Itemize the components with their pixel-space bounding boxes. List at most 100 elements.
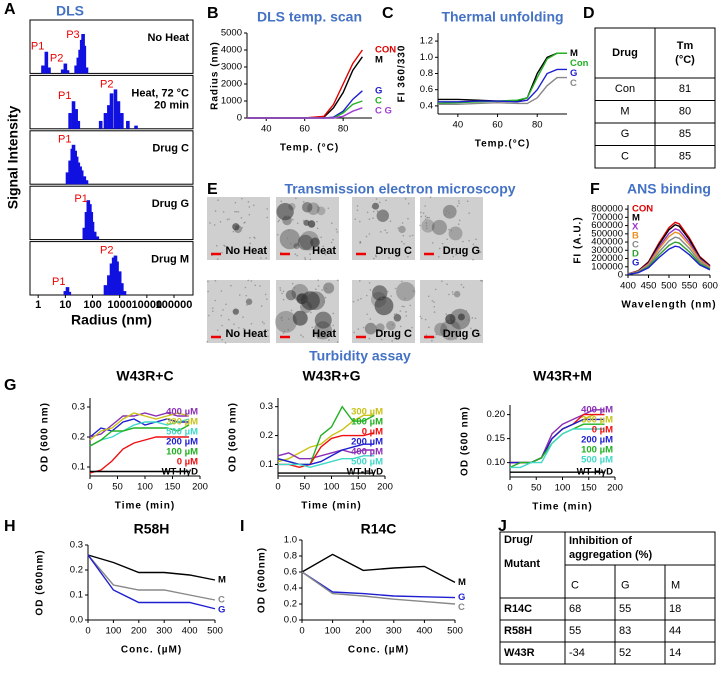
tem-speckle	[356, 205, 359, 207]
x-tick-label: 500	[661, 281, 677, 292]
y-tick-label: 100000	[591, 261, 623, 272]
tem-speckle	[401, 222, 404, 224]
series-label: C	[570, 78, 577, 89]
bar	[65, 70, 70, 74]
tem-speckle	[372, 210, 375, 213]
tem-speckle	[282, 290, 285, 293]
bar	[111, 257, 116, 295]
section-title: Turbidity assay	[309, 348, 411, 364]
tem-speckle	[403, 243, 405, 245]
x-tick-label: 80	[532, 120, 543, 131]
bar	[60, 69, 65, 74]
tem-speckle	[459, 338, 462, 340]
x-tick-label: 50	[112, 482, 123, 493]
tem-speckle	[265, 257, 267, 259]
tem-speckle	[405, 315, 408, 317]
tem-speckle	[281, 319, 283, 321]
y-tick-label: 2000	[221, 79, 242, 90]
chart-title: ANS binding	[627, 181, 711, 197]
tem-aggregate	[285, 289, 297, 301]
peak-label: P2	[50, 52, 63, 64]
bar	[74, 109, 78, 129]
tem-speckle	[393, 337, 396, 340]
tem-speckle	[375, 255, 377, 258]
tem-speckle	[280, 317, 282, 319]
series-line	[87, 554, 216, 601]
series-label: WT-HγD	[162, 467, 199, 478]
tem-speckle	[289, 242, 292, 245]
bar	[126, 120, 130, 129]
y-tick-label: 1000	[221, 96, 242, 107]
tem-speckle	[315, 288, 317, 291]
tem-aggregate	[393, 313, 402, 322]
tem-speckle	[234, 201, 237, 204]
tem-speckle	[391, 323, 394, 326]
x-tick-label: 200	[131, 626, 147, 637]
tem-speckle	[405, 311, 407, 313]
tem-speckle	[310, 311, 312, 314]
subplot-frame	[29, 130, 194, 185]
tem-speckle	[303, 242, 306, 245]
tem-speckle	[420, 211, 422, 214]
tem-speckle	[368, 282, 371, 284]
tem-speckle	[240, 217, 243, 219]
tem-speckle	[357, 328, 360, 330]
y-tick-label: 0.3	[260, 401, 273, 412]
x-axis-label: Radius (nm)	[71, 312, 152, 328]
series-line	[301, 571, 456, 599]
series-label: M	[632, 213, 640, 224]
tem-speckle	[245, 294, 248, 297]
series-label: C	[632, 240, 639, 251]
tem-speckle	[449, 330, 451, 333]
tem-speckle	[326, 329, 328, 332]
peak-label: P1	[52, 276, 65, 288]
tem-speckle	[424, 318, 427, 321]
tem-aggregate	[292, 310, 308, 326]
bar	[120, 283, 124, 295]
tem-speckle	[215, 244, 218, 247]
section-title: Transmission electron microscopy	[284, 181, 515, 197]
series-label: 400 µM	[581, 404, 613, 415]
tem-speckle	[323, 301, 325, 303]
tem-speckle	[422, 212, 425, 214]
tem-speckle	[286, 237, 289, 240]
tem-speckle	[230, 284, 232, 287]
bar	[71, 101, 76, 129]
tem-speckle	[241, 197, 243, 200]
x-tick-label: 600	[702, 281, 718, 292]
tem-speckle	[420, 317, 423, 320]
tem-aggregate	[291, 284, 309, 302]
tem-speckle	[471, 317, 474, 319]
tem-speckle	[412, 290, 415, 292]
table-header: aggregation (%)	[569, 549, 652, 561]
tem-aggregate	[323, 282, 335, 294]
tem-speckle	[456, 205, 459, 207]
tem-aggregate	[300, 300, 313, 313]
tem-aggregate	[276, 202, 294, 221]
tem-speckle	[317, 337, 319, 339]
tem-speckle	[279, 287, 281, 289]
tem-speckle	[397, 227, 399, 229]
tem-speckle	[324, 296, 327, 299]
tem-speckle	[368, 337, 371, 340]
series-line	[510, 428, 605, 469]
tem-speckle	[445, 313, 448, 315]
tem-speckle	[425, 334, 428, 336]
tem-speckle	[297, 320, 300, 323]
tem-speckle	[397, 337, 400, 340]
tem-speckle	[433, 306, 436, 308]
tem-speckle	[474, 317, 477, 320]
tem-speckle	[380, 338, 383, 341]
tem-speckle	[428, 216, 431, 219]
tem-speckle	[304, 257, 306, 259]
tem-speckle	[248, 206, 251, 208]
tem-speckle	[407, 217, 409, 220]
tem-speckle	[366, 211, 369, 214]
series-label: 500 µM	[166, 427, 198, 438]
bar	[103, 285, 108, 295]
tem-speckle	[222, 309, 224, 311]
tem-speckle	[260, 257, 262, 259]
tem-speckle	[282, 332, 285, 335]
tem-speckle	[385, 309, 388, 312]
tem-speckle	[316, 205, 319, 208]
